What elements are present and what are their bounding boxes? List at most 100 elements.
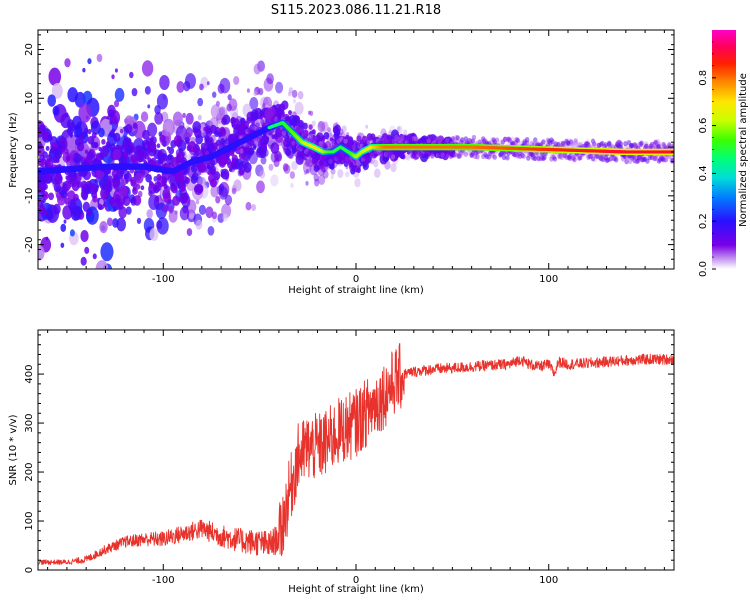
heatmap-cell xyxy=(317,120,326,132)
heatmap-cell xyxy=(184,136,190,144)
heatmap-cell xyxy=(147,104,151,109)
heatmap-cell xyxy=(154,195,160,202)
heatmap-cell xyxy=(67,87,78,103)
heatmap-cell xyxy=(164,122,172,133)
heatmap-cell xyxy=(264,108,274,120)
heatmap-cell xyxy=(215,139,221,146)
heatmap-cell xyxy=(344,156,349,162)
heatmap-cell xyxy=(140,111,149,122)
heatmap-cell xyxy=(260,155,267,165)
heatmap-cell xyxy=(114,68,118,73)
heatmap-cell xyxy=(400,153,405,160)
heatmap-cell xyxy=(463,136,469,142)
heatmap-cell xyxy=(365,124,369,129)
heatmap-cell xyxy=(84,246,90,254)
heatmap-cell xyxy=(262,103,266,108)
heatmap-cell xyxy=(121,142,129,151)
heatmap-cell xyxy=(76,180,83,188)
heatmap-cell xyxy=(156,217,169,235)
heatmap-cell xyxy=(307,110,311,115)
heatmap-cell xyxy=(260,137,265,143)
heatmap-cell xyxy=(180,183,186,192)
heatmap-cell xyxy=(305,151,310,157)
heatmap-cell xyxy=(197,114,202,121)
heatmap-cell xyxy=(168,205,174,214)
heatmap-cell xyxy=(501,154,507,161)
heatmap-cell xyxy=(291,160,298,171)
heatmap-cell xyxy=(78,103,92,123)
heatmap-cell xyxy=(253,63,262,75)
heatmap-cell xyxy=(556,141,561,148)
heatmap-cell xyxy=(218,132,223,138)
heatmap-cell xyxy=(292,98,297,104)
heatmap-cell xyxy=(124,172,132,183)
heatmap-cell xyxy=(471,134,477,141)
heatmap-cell xyxy=(157,157,163,164)
heatmap-cell xyxy=(210,159,216,167)
heatmap-cell xyxy=(129,71,134,79)
heatmap-cell xyxy=(130,178,134,183)
heatmap-cell xyxy=(52,105,60,116)
heatmap-cell xyxy=(199,83,204,91)
heatmap-cell xyxy=(552,156,558,162)
heatmap-cell xyxy=(251,204,257,212)
snr-y-axis-label: SNR (10 * v/v) xyxy=(8,414,19,485)
heatmap-cell xyxy=(142,142,147,147)
heatmap-cell xyxy=(308,133,314,139)
heatmap-cell xyxy=(374,168,381,179)
y-tick-label: -10 xyxy=(24,188,35,204)
heatmap-cell xyxy=(245,201,252,211)
colorbar-tick-label: 0.0 xyxy=(698,261,709,277)
heatmap-cell xyxy=(125,206,132,215)
heatmap-cell xyxy=(654,140,659,146)
heatmap-cell xyxy=(162,204,169,213)
heatmap-cell xyxy=(82,67,86,73)
heatmap-cell xyxy=(302,161,312,174)
heatmap-cell xyxy=(550,139,555,145)
heatmap-cell xyxy=(112,148,122,161)
heatmap-cell xyxy=(53,182,61,193)
heatmap-cell xyxy=(111,128,116,134)
heatmap-cell xyxy=(249,140,255,146)
heatmap-cell xyxy=(492,154,497,160)
heatmap-cell xyxy=(253,90,258,97)
heatmap-cell xyxy=(131,196,136,202)
heatmap-cell xyxy=(266,73,274,85)
heatmap-cell xyxy=(117,201,124,210)
heatmap-cell xyxy=(108,198,114,205)
heatmap-cell xyxy=(136,144,142,153)
y-tick-label: 20 xyxy=(24,43,35,56)
heatmap-cell xyxy=(175,138,183,148)
x-tick-label: -100 xyxy=(152,575,175,586)
colorbar: 0.0 0.2 0.4 0.6 0.8 Normalized spectral ampl… xyxy=(698,30,749,277)
heatmap-cell xyxy=(161,152,166,158)
heatmap-cell xyxy=(207,170,211,176)
heatmap-cell xyxy=(131,87,138,97)
heatmap-cell xyxy=(280,113,286,119)
heatmap-cell xyxy=(320,126,326,134)
heatmap-cell xyxy=(390,154,396,160)
snr-x-axis-label: Height of straight line (km) xyxy=(288,584,424,595)
heatmap-cell xyxy=(113,195,117,200)
heatmap-cell xyxy=(55,171,62,180)
heatmap-cell xyxy=(206,81,210,86)
x-tick-label: 0 xyxy=(353,575,359,586)
heatmap-cell xyxy=(45,208,54,221)
heatmap-cell xyxy=(60,223,67,232)
colorbar-tick-label: 0.8 xyxy=(698,70,709,86)
heatmap-cell xyxy=(43,183,48,190)
heatmap-y-axis-label: Frequency (Hz) xyxy=(8,112,19,188)
colorbar-label: Normalized spectral amplitude xyxy=(738,73,749,227)
y-tick-label: 200 xyxy=(24,462,35,481)
heatmap-cell xyxy=(156,93,168,110)
heatmap-cell xyxy=(72,152,81,164)
heatmap-cell xyxy=(592,141,597,147)
heatmap-cell xyxy=(275,81,284,94)
heatmap-cell xyxy=(445,137,450,143)
heatmap-cell xyxy=(111,74,115,80)
heatmap-cell xyxy=(197,97,204,107)
heatmap-cell xyxy=(453,152,458,158)
heatmap-cell xyxy=(233,76,240,85)
heatmap-cell xyxy=(151,157,157,165)
